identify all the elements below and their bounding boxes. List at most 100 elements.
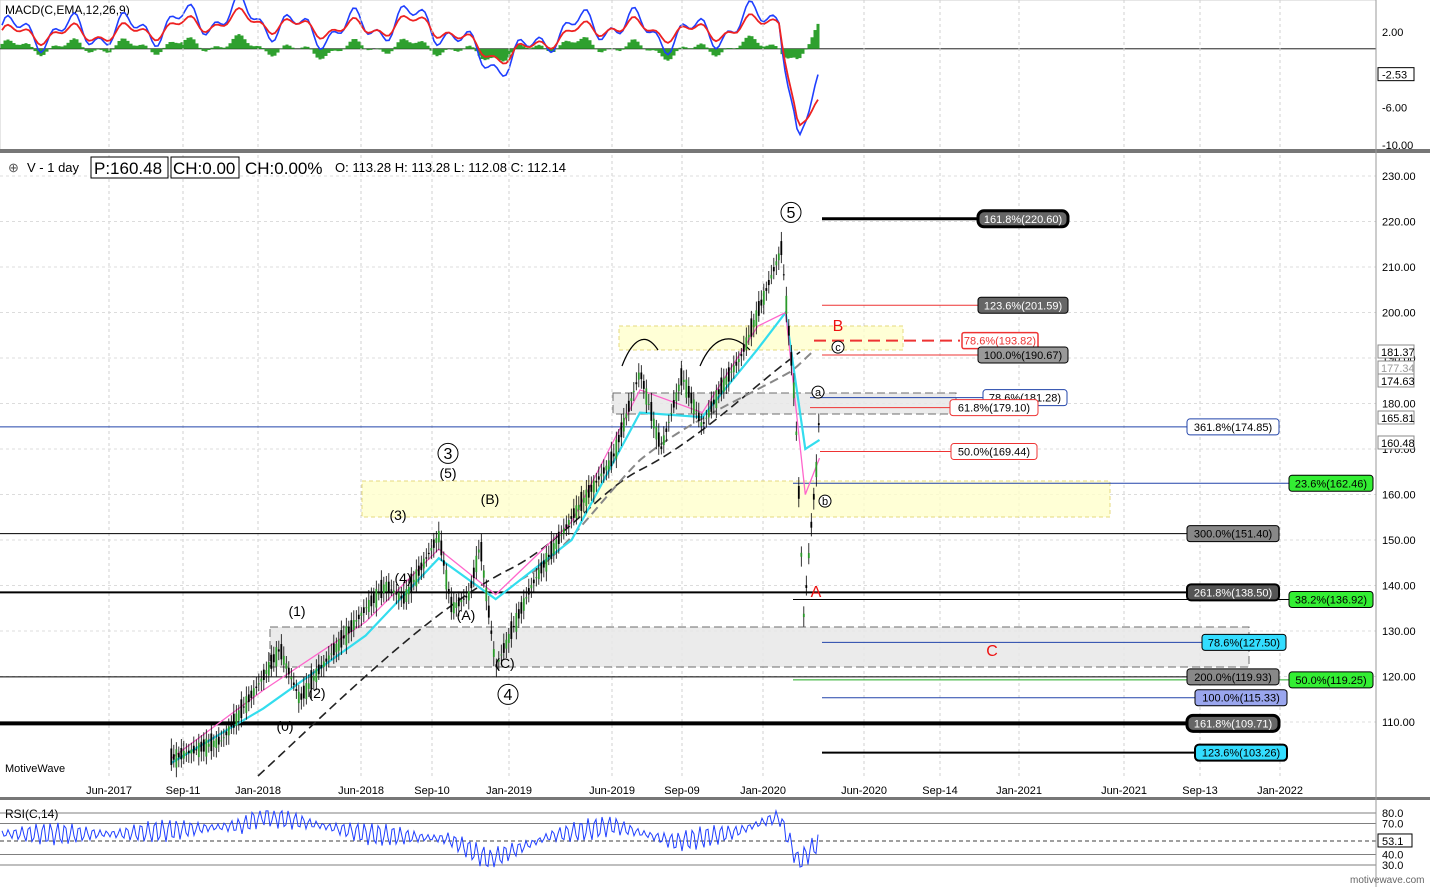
macd-histogram-bar: [360, 45, 364, 49]
candle-body: [682, 379, 685, 382]
macd-histogram-bar: [33, 48, 37, 52]
candle-body: [812, 493, 815, 500]
rsi-tick-label: 40.0: [1382, 850, 1403, 862]
candle-body: [230, 724, 233, 727]
candle-body: [187, 750, 190, 754]
candle-body: [700, 422, 703, 427]
macd-histogram-bar: [684, 47, 688, 49]
candle-body: [792, 382, 795, 399]
fib-level-tag[interactable]: [1288, 474, 1374, 492]
watermark: MotiveWave: [5, 763, 65, 775]
fib-level-tag[interactable]: [949, 399, 1039, 417]
macd-histogram-bar: [177, 43, 181, 49]
panel-divider-bottom[interactable]: [0, 797, 1430, 800]
fib-level-label: 361.8%(174.85): [1194, 422, 1272, 434]
macd-histogram-bar: [132, 45, 136, 49]
macd-histogram-bar: [573, 42, 577, 49]
candle-body: [395, 591, 398, 595]
candle-body: [270, 654, 273, 669]
candle-body: [752, 319, 755, 328]
fib-level-tag[interactable]: [1185, 713, 1281, 733]
fib-level-tag[interactable]: [1201, 633, 1287, 651]
fib-level-tag[interactable]: [1186, 525, 1280, 543]
candle-body: [295, 688, 298, 691]
macd-histogram-bar: [54, 45, 58, 49]
macd-histogram-bar: [762, 46, 766, 49]
fib-level-label: 100.0%(190.67): [984, 350, 1062, 362]
macd-histogram-bar: [456, 48, 460, 52]
crosshair-icon[interactable]: ⊕: [8, 160, 19, 175]
macd-histogram-bar: [351, 39, 355, 49]
macd-histogram-bar: [174, 42, 178, 49]
candle-body: [260, 678, 263, 682]
price-tag-label: 165.81: [1381, 413, 1415, 425]
candle-body: [590, 484, 593, 492]
macd-histogram-bar: [483, 48, 487, 61]
candle-body: [435, 538, 438, 543]
candle-body: [432, 539, 435, 548]
fib-level-label: 123.6%(201.59): [984, 300, 1062, 312]
wave-label: B: [833, 318, 844, 335]
fib-level-tag[interactable]: [976, 209, 1070, 229]
macd-histogram-bar: [522, 46, 526, 49]
macd-histogram-bar: [618, 48, 622, 52]
candle-body: [475, 555, 478, 573]
candle-body: [582, 497, 585, 503]
candle-body: [427, 552, 430, 555]
candle-body: [372, 593, 375, 604]
macd-histogram-bar: [213, 46, 217, 49]
candle-body: [447, 588, 450, 594]
candle-body: [197, 742, 200, 758]
candle-body: [317, 664, 320, 675]
fib-level-tag[interactable]: [1186, 418, 1280, 436]
macd-tick-label: -6.00: [1382, 102, 1407, 114]
candle-body: [800, 552, 803, 557]
candle-body: [455, 602, 458, 608]
macd-histogram-bar: [138, 44, 142, 49]
macd-histogram-bar: [102, 48, 106, 52]
panel-divider-top[interactable]: [0, 149, 1430, 153]
y-tick-label: 180.00: [1382, 399, 1416, 411]
candle-body: [525, 597, 528, 599]
macd-histogram-bar: [12, 43, 16, 49]
fib-level-tag[interactable]: [1288, 671, 1374, 689]
candle-body: [597, 476, 600, 480]
fib-level-tag[interactable]: [977, 346, 1069, 364]
y-tick-label: 200.00: [1382, 308, 1416, 320]
candle-body: [172, 754, 175, 760]
fib-level-tag[interactable]: [1194, 743, 1288, 762]
macd-histogram-bar: [324, 48, 328, 56]
fib-level-tag[interactable]: [1194, 689, 1288, 707]
macd-histogram-bar: [744, 37, 748, 49]
macd-histogram-bar: [786, 48, 790, 59]
candle-body: [482, 570, 485, 578]
candle-body: [790, 352, 793, 366]
candle-body: [342, 635, 345, 639]
macd-histogram-bar: [708, 48, 712, 52]
candle-body: [567, 519, 570, 526]
fib-level-tag[interactable]: [1186, 583, 1280, 602]
candle-body: [310, 670, 313, 690]
fib-level-tag[interactable]: [977, 296, 1069, 314]
candle-body: [275, 647, 278, 667]
candle-body: [487, 605, 490, 618]
symbol-label[interactable]: V - 1 day: [27, 160, 80, 175]
macd-histogram-bar: [435, 48, 439, 57]
macd-histogram-bar: [234, 35, 238, 49]
fib-level-tag[interactable]: [1288, 591, 1374, 609]
candle-body: [730, 371, 733, 373]
macd-histogram-bar: [438, 48, 442, 56]
candle-body: [765, 288, 768, 291]
candle-body: [332, 643, 335, 656]
fib-level-tag[interactable]: [1186, 668, 1280, 686]
wave-label: (3): [389, 507, 406, 523]
fib-level-tag[interactable]: [950, 443, 1038, 461]
candle-body: [777, 253, 780, 261]
macd-histogram-bar: [273, 48, 277, 56]
candle-body: [335, 643, 338, 653]
macd-histogram-bar: [315, 48, 319, 58]
macd-histogram-bar: [540, 45, 544, 49]
change-pct-label: CH:0.00%: [245, 159, 322, 178]
candle-body: [660, 446, 663, 449]
